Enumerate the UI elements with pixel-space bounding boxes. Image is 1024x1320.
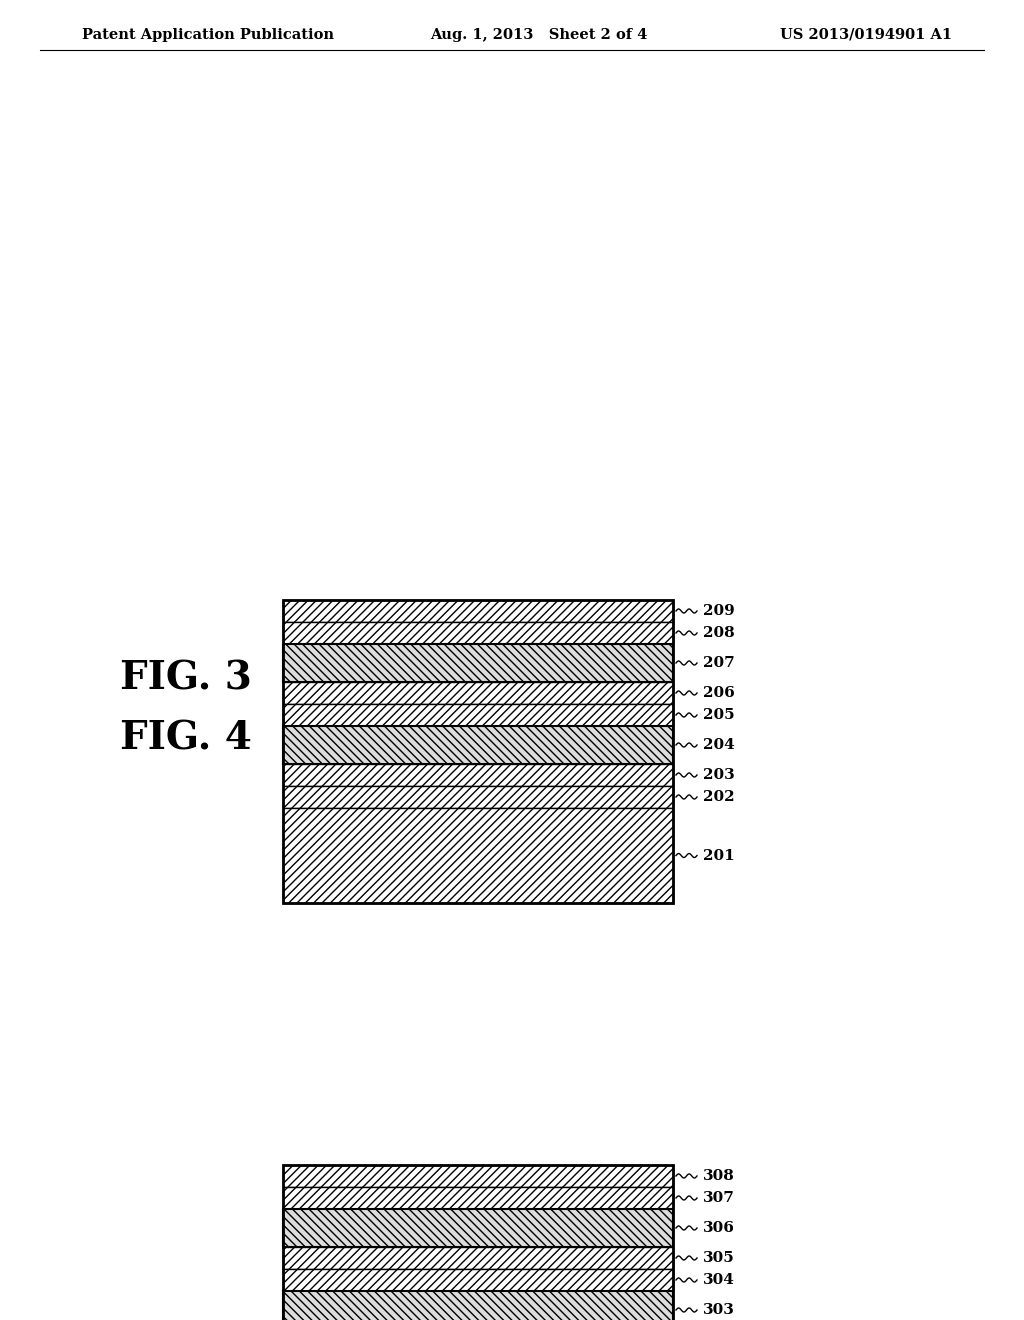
Text: 202: 202 (703, 789, 734, 804)
Bar (283, 764, 673, 785)
Bar (283, 1291, 673, 1320)
Text: US 2013/0194901 A1: US 2013/0194901 A1 (780, 28, 952, 42)
Text: Aug. 1, 2013   Sheet 2 of 4: Aug. 1, 2013 Sheet 2 of 4 (430, 28, 647, 42)
Bar (283, 1209, 673, 1247)
Bar (283, 622, 673, 644)
Bar (283, 682, 673, 704)
Text: 207: 207 (703, 656, 735, 671)
Text: 304: 304 (703, 1272, 735, 1287)
Bar (283, 1166, 673, 1320)
Text: 206: 206 (703, 686, 735, 700)
Text: Patent Application Publication: Patent Application Publication (82, 28, 334, 42)
Bar (283, 644, 673, 682)
Text: 205: 205 (703, 708, 734, 722)
Bar (283, 785, 673, 808)
Text: 307: 307 (703, 1191, 735, 1205)
Text: 204: 204 (703, 738, 735, 752)
Text: 201: 201 (703, 849, 735, 862)
Text: FIG. 3: FIG. 3 (120, 660, 252, 698)
Text: 305: 305 (703, 1251, 735, 1265)
Bar (283, 1247, 673, 1269)
Text: 308: 308 (703, 1170, 735, 1183)
Bar (283, 726, 673, 764)
Bar (283, 1269, 673, 1291)
Bar (283, 601, 673, 903)
Bar (283, 601, 673, 622)
Text: 303: 303 (703, 1303, 735, 1317)
Text: 209: 209 (703, 605, 735, 618)
Text: FIG. 4: FIG. 4 (120, 719, 252, 758)
Bar (283, 1187, 673, 1209)
Bar (283, 704, 673, 726)
Text: 306: 306 (703, 1221, 735, 1236)
Bar (283, 1166, 673, 1187)
Text: 203: 203 (703, 768, 735, 781)
Text: 208: 208 (703, 626, 735, 640)
Bar (283, 808, 673, 903)
